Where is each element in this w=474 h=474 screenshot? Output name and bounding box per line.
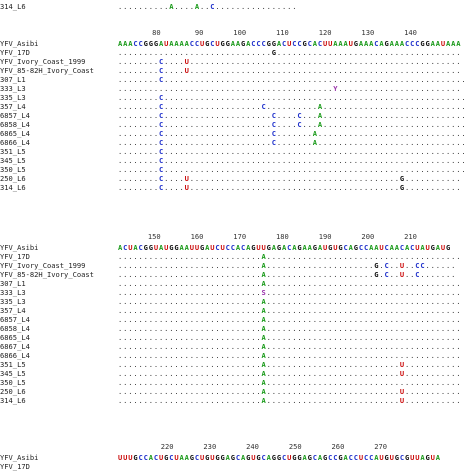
sequence-label: 351_L5 [0, 360, 26, 369]
sequence: ........C.....................C.......A.… [118, 138, 467, 147]
position-ruler: 220 230 240 250 260 270 [118, 442, 388, 451]
sequence: ........C....U..........................… [118, 174, 462, 183]
sequence-label: 6866_L4 [0, 138, 30, 147]
sequence-label: YFV_85-82H_Ivory_Coast [0, 66, 94, 75]
sequence: ............................A...........… [118, 270, 457, 279]
sequence-label: YFV_Ivory_Coast_1999 [0, 57, 86, 66]
sequence: ............................A...........… [118, 297, 462, 306]
sequence: ........C....U..........................… [118, 57, 462, 66]
sequence-label: 250_L6 [0, 174, 26, 183]
sequence: ........C...............................… [118, 156, 467, 165]
sequence-label: 6865_L4 [0, 129, 30, 138]
sequence: ........C...............................… [118, 147, 467, 156]
sequence: ............................A...........… [118, 351, 462, 360]
sequence-label: YFV_17D [0, 48, 30, 57]
sequence-label: 6858_L4 [0, 120, 30, 129]
sequence: ............................A...........… [118, 333, 462, 342]
sequence: ........C.....................C....C...A… [118, 111, 467, 120]
sequence: AAACCGGGAUAAAACCUGCUGGAAGACCCGGACUCCGCAC… [118, 39, 462, 48]
sequence-label: 6867_L4 [0, 342, 30, 351]
sequence-label: 333_L3 [0, 84, 26, 93]
sequence-label: 333_L3 [0, 288, 26, 297]
sequence-label: YFV_85-82H_Ivory_Coast [0, 270, 94, 279]
sequence: ............................A...........… [118, 279, 462, 288]
sequence-label: 307_L1 [0, 75, 26, 84]
sequence: ........................................… [118, 84, 462, 93]
sequence: UUUGCCACUGCUAAGCUGUGGAGCAGUGCAGGCUGGAGCA… [118, 453, 441, 462]
sequence-label: YFV_Asibi [0, 243, 39, 252]
sequence: ........C....U..........................… [118, 183, 462, 192]
sequence-label: 6857_L4 [0, 315, 30, 324]
sequence-label: 6857_L4 [0, 111, 30, 120]
sequence-label: 307_L1 [0, 279, 26, 288]
sequence-label: 350_L5 [0, 165, 26, 174]
sequence-label: YFV_Ivory_Coast_1999 [0, 261, 86, 270]
sequence: ............................A...........… [118, 360, 462, 369]
sequence-label: YFV_Asibi [0, 39, 39, 48]
sequence: ............................A...........… [118, 261, 457, 270]
sequence: ............................A...........… [118, 387, 462, 396]
sequence: ........C.....................C.......A.… [118, 129, 467, 138]
sequence: ........C...............................… [118, 75, 467, 84]
sequence: ............................A...........… [118, 369, 462, 378]
sequence: ............................A...........… [118, 306, 462, 315]
position-ruler: 80 90 100 110 120 130 140 [118, 28, 417, 37]
sequence-label: 335_L3 [0, 93, 26, 102]
position-ruler: 150 160 170 180 190 200 210 [118, 232, 417, 241]
sequence-label: 314_L6 [0, 2, 26, 11]
sequence: ..........A....A..C................ [118, 2, 298, 11]
sequence-label: 357_L4 [0, 102, 26, 111]
sequence-label: 357_L4 [0, 306, 26, 315]
sequence: ............................A...........… [118, 342, 462, 351]
sequence-label: YFV_17D [0, 462, 30, 471]
sequence: ........C...................C..........A… [118, 102, 467, 111]
sequence-label: 350_L5 [0, 378, 26, 387]
sequence-label: 345_L5 [0, 369, 26, 378]
sequence: ACUACGGUAUGGAAUUGAUCUCCACAGUUGAGACAGAAGA… [118, 243, 452, 252]
sequence-label: 345_L5 [0, 156, 26, 165]
sequence-label: 314_L6 [0, 183, 26, 192]
sequence: ............................S...........… [118, 288, 462, 297]
sequence-label: 314_L6 [0, 396, 26, 405]
sequence: ............................A...........… [118, 378, 462, 387]
sequence-label: 335_L3 [0, 297, 26, 306]
sequence: ........C...............................… [118, 93, 467, 102]
sequence: ............................A...........… [118, 324, 462, 333]
sequence: ........C...............................… [118, 165, 467, 174]
sequence-label: 6858_L4 [0, 324, 30, 333]
sequence: ............................A...........… [118, 396, 462, 405]
sequence: ............................A...........… [118, 252, 462, 261]
sequence-label: YFV_17D [0, 252, 30, 261]
sequence: ........C....U..........................… [118, 66, 462, 75]
sequence-label: 250_L6 [0, 387, 26, 396]
sequence-label: 6865_L4 [0, 333, 30, 342]
sequence-label: 351_L5 [0, 147, 26, 156]
sequence-label: 6866_L4 [0, 351, 30, 360]
sequence: ........C.....................C....C...A… [118, 120, 467, 129]
sequence: ..............................G.........… [118, 48, 462, 57]
sequence: ............................A...........… [118, 315, 462, 324]
sequence-label: YFV_Asibi [0, 453, 39, 462]
